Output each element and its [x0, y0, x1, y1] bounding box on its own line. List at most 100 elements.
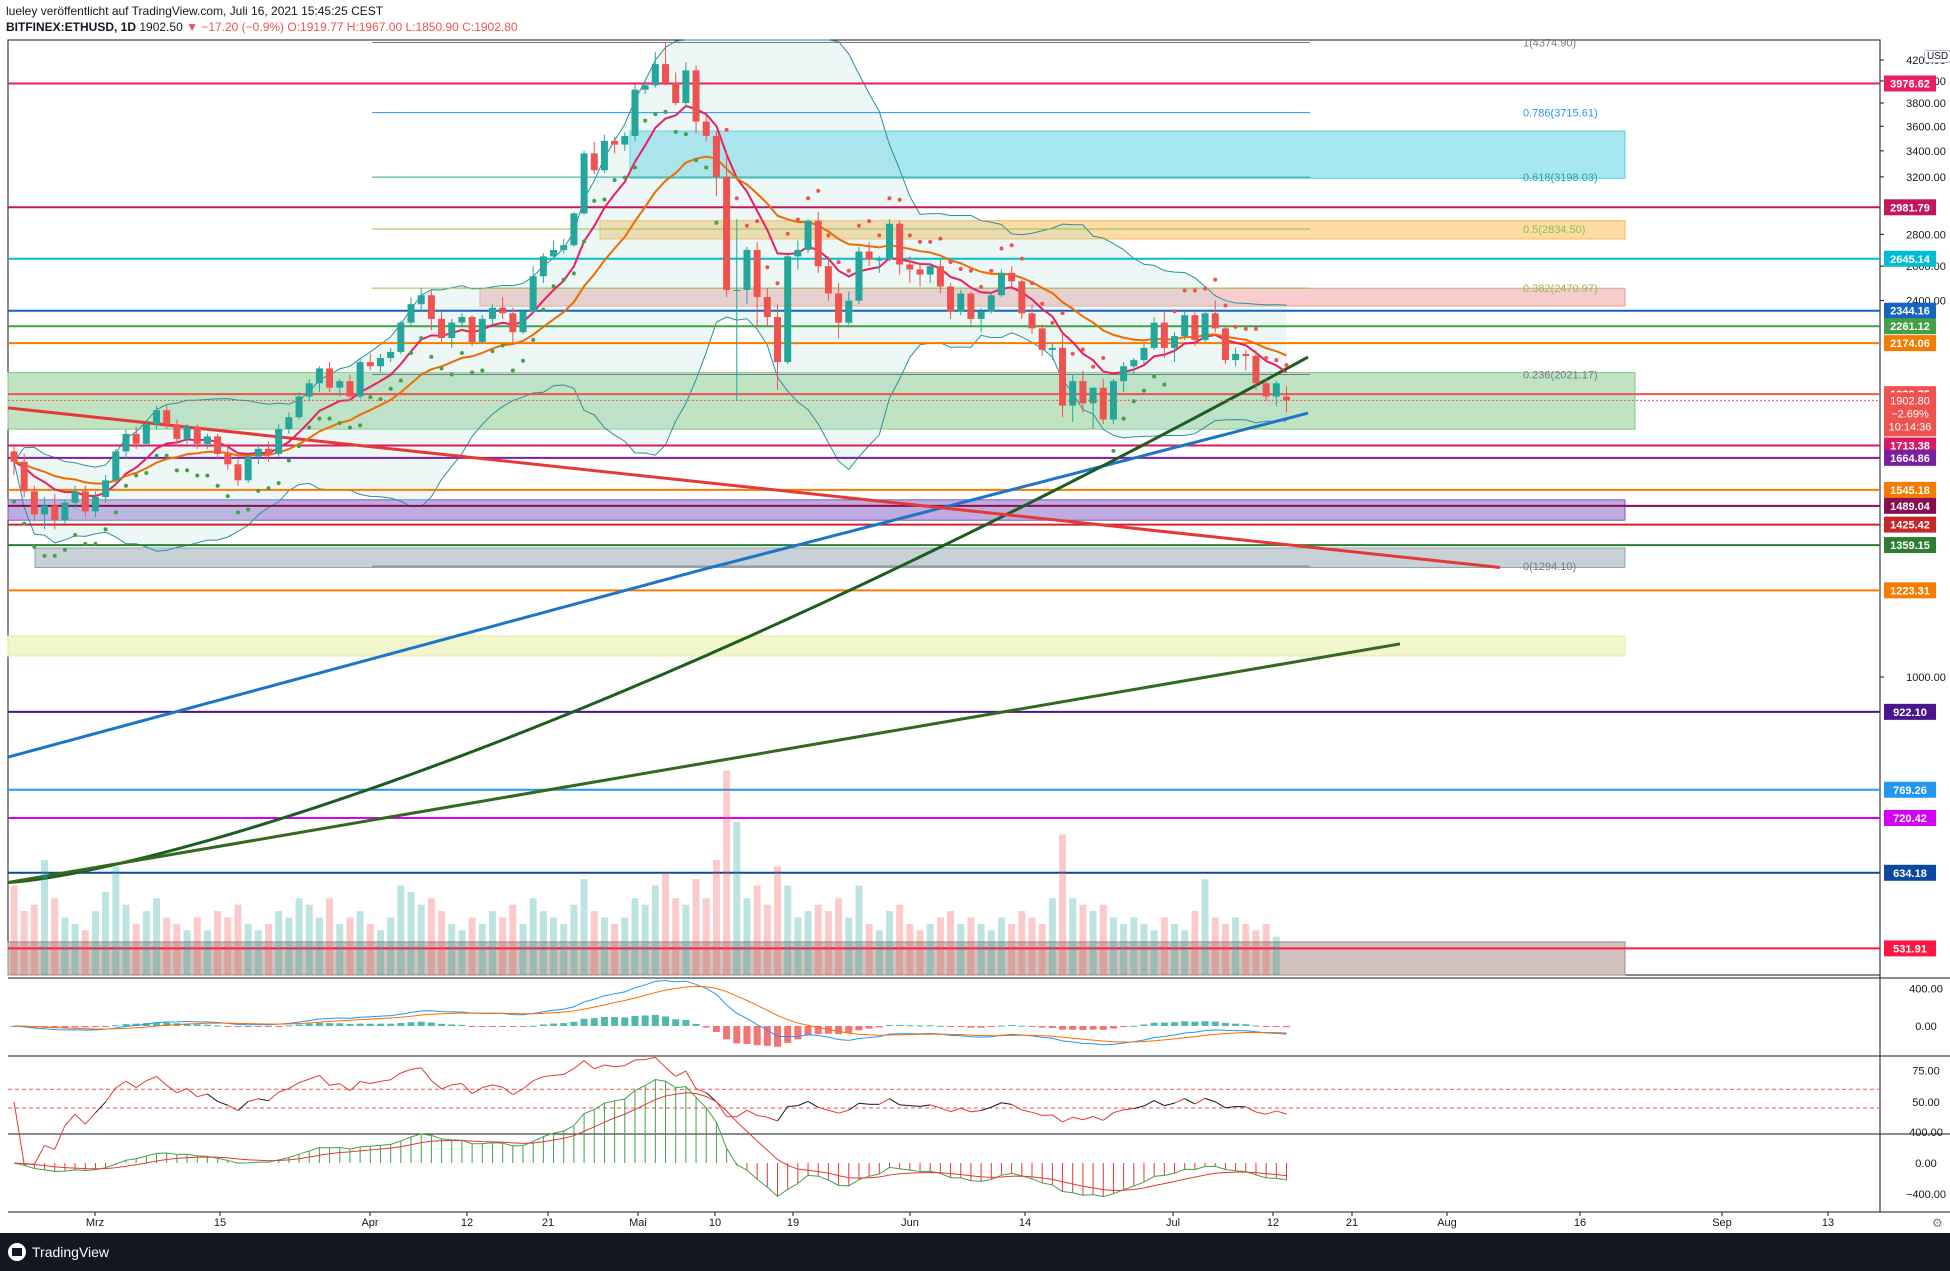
level-price-text: 1664.86: [1890, 453, 1930, 465]
candle: [1181, 311, 1189, 340]
symbol-name[interactable]: BITFINEX:ETHUSD, 1D: [6, 20, 137, 34]
candle-body: [804, 220, 812, 250]
sar-dot: [561, 277, 566, 282]
candle: [814, 211, 822, 273]
candle-body: [967, 293, 975, 319]
sar-dot: [286, 458, 291, 463]
sar-dot: [327, 416, 332, 421]
candle-body: [987, 295, 995, 312]
rsi-line-segment: [930, 1104, 941, 1109]
volume-bar: [71, 923, 79, 975]
rsi-line-segment: [1062, 1116, 1073, 1123]
sar-dot: [1080, 347, 1085, 352]
macd-histogram-bar: [1171, 1022, 1179, 1026]
macd-histogram-bar: [1048, 1026, 1056, 1028]
oscillator-tick-label: −400.00: [1906, 1189, 1946, 1201]
volume-bar: [865, 923, 873, 975]
time-tick-label: Aug: [1437, 1217, 1457, 1229]
candle: [1150, 317, 1158, 350]
sar-dot: [663, 109, 668, 114]
sar-dot: [907, 233, 912, 238]
volume-bar: [580, 879, 588, 975]
candle: [1140, 343, 1148, 365]
rsi-line-segment: [757, 1114, 768, 1118]
rsi-line-segment: [1082, 1116, 1094, 1121]
rsi-line-segment: [777, 1106, 789, 1122]
volume-bar: [265, 923, 272, 975]
macd-histogram-bar: [1201, 1021, 1209, 1026]
candle-body: [1089, 387, 1097, 404]
candle: [1211, 300, 1219, 333]
candle: [488, 304, 496, 325]
candle-body: [875, 259, 883, 261]
rsi-line-segment: [410, 1067, 422, 1070]
time-tick-label: 21: [542, 1217, 554, 1229]
volume-bar: [774, 866, 781, 975]
candle: [804, 219, 812, 254]
candle: [590, 142, 598, 175]
currency-badge[interactable]: USD: [1924, 50, 1950, 63]
macd-histogram-bar: [641, 1015, 649, 1026]
volume-bar: [1150, 930, 1158, 975]
candle: [662, 42, 670, 86]
time-tick-label: 13: [1822, 1217, 1834, 1229]
volume-bar: [875, 930, 883, 975]
macd-histogram-bar: [600, 1016, 608, 1026]
sar-dot: [918, 239, 923, 244]
rsi-line-segment: [309, 1075, 320, 1080]
volume-bar: [397, 885, 405, 975]
candle: [845, 291, 853, 325]
sar-dot: [592, 198, 597, 203]
volume-bar: [1211, 917, 1219, 975]
candle-body: [662, 64, 670, 84]
volume-bar: [234, 904, 242, 975]
price-chart[interactable]: 1(4374.90) 0.786(3715.61) 0.618(3198.03) 0.…: [0, 0, 1950, 1233]
volume-bar: [763, 904, 771, 975]
macd-histogram-bar: [987, 1026, 995, 1027]
candle: [733, 219, 741, 402]
rsi-line-segment: [645, 1056, 656, 1061]
macd-histogram-bar: [1211, 1021, 1219, 1026]
volume-bar: [885, 911, 893, 975]
sar-dot: [215, 483, 220, 488]
volume-bar: [529, 898, 537, 975]
volume-bar: [519, 923, 527, 975]
rsi-line-segment: [573, 1060, 585, 1070]
volume-bar: [692, 879, 700, 975]
candle: [122, 429, 130, 460]
gear-icon[interactable]: ⚙: [1932, 1216, 1943, 1230]
sar-dot: [1182, 288, 1187, 293]
time-tick-label: Apr: [361, 1217, 378, 1229]
candle: [51, 494, 59, 530]
macd-histogram-bar: [529, 1025, 537, 1027]
time-tick-label: 16: [1574, 1217, 1586, 1229]
sar-dot: [612, 177, 617, 182]
current-price-text: 10:14:36: [1889, 421, 1932, 433]
candle: [1048, 343, 1056, 361]
volume-bar: [61, 917, 69, 975]
candle: [234, 459, 242, 486]
rsi-line-segment: [400, 1068, 412, 1074]
candle: [692, 65, 700, 134]
candle-body: [132, 433, 140, 444]
macd-histogram-bar: [1262, 1026, 1270, 1027]
volume-bar: [1262, 923, 1270, 975]
volume-bar: [30, 904, 38, 975]
rsi-line-segment: [685, 1070, 697, 1090]
candle: [1079, 370, 1087, 413]
level-price-text: 3976.62: [1890, 78, 1930, 90]
volume-bar: [10, 885, 18, 975]
macd-histogram-bar: [743, 1026, 751, 1044]
brand[interactable]: TradingView: [8, 1243, 109, 1261]
rsi-line-segment: [156, 1076, 168, 1086]
volume-bar: [733, 821, 741, 975]
level-price-badge: [1884, 516, 1936, 533]
rsi-line-segment: [74, 1113, 86, 1125]
rsi-line-segment: [746, 1109, 758, 1116]
volume-bar: [723, 770, 731, 975]
support-trendline: [7, 642, 1401, 884]
candle: [275, 424, 283, 457]
candle: [1038, 324, 1046, 356]
candle-body: [723, 176, 731, 290]
sar-dot: [856, 223, 861, 228]
